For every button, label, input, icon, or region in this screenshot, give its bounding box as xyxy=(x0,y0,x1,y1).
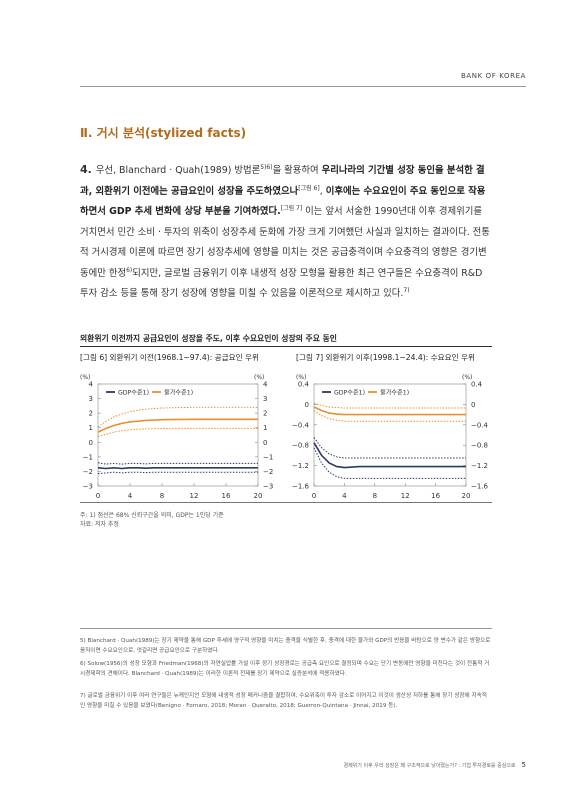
y-tick-label: 1 xyxy=(89,424,93,432)
y-tick-label: 0 xyxy=(263,439,267,447)
y-tick-label: 0.4 xyxy=(298,381,310,389)
y-unit-right: (%) xyxy=(254,374,264,381)
footnote-ref: 5)6) xyxy=(260,163,273,171)
confidence-upper-line xyxy=(97,406,258,428)
text-segment: , xyxy=(319,185,326,197)
text-segment: 되지만, 글로벌 금융위기 이후 내생적 성장 모형을 활용한 최근 연구들은 … xyxy=(80,267,483,300)
x-tick-label: 0 xyxy=(312,492,316,500)
y-tick-label: 3 xyxy=(89,395,93,403)
plot-frame xyxy=(313,383,467,487)
chart-figure-7: (%) (%)0.4 0.40 0−0.4 −0.4−0.8 −0.8−1.2 −1.2−1… xyxy=(292,374,489,500)
y-tick-label: 4 xyxy=(89,381,94,389)
footnote-6: 6) Solow(1956)의 성장 모형과 Friedman(1968)의 자… xyxy=(80,661,490,677)
y-tick-label: 2 xyxy=(89,410,93,418)
series-line xyxy=(313,442,466,469)
body-paragraph: 4. 우선, Blanchard · Quah(1989) 방법론5)6)을 활용… xyxy=(80,160,492,305)
y-tick-label: −0.4 xyxy=(292,421,310,429)
footer-text: 경제위기 이후 우리 성장은 왜 구조적으로 낮아졌는가? : 기업 투자경로를… xyxy=(343,763,516,769)
figure-ref: [그림 7] xyxy=(280,204,303,212)
y-unit-left: (%) xyxy=(80,374,90,381)
paragraph-number: 4. xyxy=(80,163,92,176)
page-footer: 경제위기 이후 우리 성장은 왜 구조적으로 낮아졌는가? : 기업 투자경로를… xyxy=(343,761,526,769)
y-tick-label: 1 xyxy=(263,424,267,432)
y-tick-label: 0 xyxy=(471,401,475,409)
legend-label: GDP수준1) xyxy=(334,390,365,397)
y-tick-label: 2 xyxy=(263,410,267,418)
series-line xyxy=(97,466,258,470)
header-rule xyxy=(80,86,526,87)
figure-rule-top xyxy=(80,346,492,347)
page-number: 5 xyxy=(521,761,526,769)
y-tick-label: −1.2 xyxy=(471,462,488,470)
y-tick-label: 0.4 xyxy=(471,381,483,389)
bold-segment: 우리나라의 기간별 성장 동인을 분석한 결과, 외환위기 이전에는 공급요인이… xyxy=(80,165,485,197)
y-tick-label: −0.8 xyxy=(471,442,488,450)
x-tick-label: 4 xyxy=(342,492,347,500)
y-tick-label: −0.4 xyxy=(471,421,489,429)
legend-label: 물가수준1) xyxy=(380,389,409,397)
x-tick-label: 12 xyxy=(190,492,199,500)
figure-source: 자료: 저자 추정 xyxy=(80,521,119,528)
confidence-lower-line xyxy=(97,427,258,437)
figure-title: 외환위기 이전까지 공급요인이 성장을 주도, 이후 수요요인이 성장의 주요 … xyxy=(80,334,337,343)
footnote-7: 7) 글로벌 금융위기 이후 여러 연구들은 뉴케인지언 모형에 내생적 성장 … xyxy=(80,693,487,709)
panel-title-7: [그림 7] 외환위기 이후(1998.1~24.4): 수요요인 우위 xyxy=(296,353,475,362)
y-tick-label: −1.6 xyxy=(292,483,310,491)
y-tick-label: −2 xyxy=(83,468,93,476)
x-tick-label: 16 xyxy=(431,492,440,500)
y-tick-label: −2 xyxy=(263,468,273,476)
x-tick-label: 8 xyxy=(160,492,164,500)
figure-note: 주: 1) 점선은 68% 신뢰구간을 의미, GDP는 1인당 기준 xyxy=(80,512,224,519)
y-unit-left: (%) xyxy=(296,374,306,381)
figure-rule-bottom xyxy=(80,502,492,503)
legend-label: GDP수준1) xyxy=(118,390,149,397)
confidence-upper-line xyxy=(97,462,258,465)
y-tick-label: −3 xyxy=(83,483,93,491)
y-unit-right: (%) xyxy=(462,374,472,381)
footnote-5: 5) Blanchard · Quah(1989)는 장기 제약을 통해 GDP… xyxy=(80,638,491,654)
figure-ref: [그림 6] xyxy=(298,184,320,192)
text-segment: 을 활용하여 xyxy=(272,165,322,176)
confidence-lower-line xyxy=(97,471,258,475)
y-tick-label: 4 xyxy=(263,381,268,389)
chart-figure-6: (%) (%)4 43 32 21 10 0−1 −1−2 −2−3 −30 4 8 12 16 20GDP… xyxy=(80,374,273,500)
text-segment: 우선, Blanchard · Quah(1989) 방법론 xyxy=(95,165,261,176)
confidence-upper-line xyxy=(313,437,466,459)
y-tick-label: −3 xyxy=(263,483,273,491)
x-tick-label: 20 xyxy=(462,492,471,500)
footnote-ref: 7) xyxy=(403,286,410,294)
legend-label: 물가수준1) xyxy=(164,389,193,397)
confidence-upper-line xyxy=(313,402,466,409)
y-tick-label: −1.2 xyxy=(292,462,309,470)
x-tick-label: 4 xyxy=(128,492,133,500)
x-tick-label: 8 xyxy=(373,492,377,500)
y-tick-label: −1 xyxy=(263,453,273,461)
y-tick-label: 3 xyxy=(263,395,267,403)
confidence-lower-line xyxy=(313,447,466,479)
y-tick-label: 0 xyxy=(89,439,93,447)
y-tick-label: −0.8 xyxy=(292,442,309,450)
series-line xyxy=(97,418,258,433)
x-tick-label: 16 xyxy=(222,492,231,500)
footnote-ref: 6) xyxy=(126,266,133,274)
x-tick-label: 0 xyxy=(96,492,100,500)
plot-frame xyxy=(97,383,259,487)
text-segment: 이는 앞서 서술한 1990년대 이후 경제위기를 거치면서 민간 소비 · 투… xyxy=(80,206,490,279)
footnote-rule xyxy=(80,628,492,629)
x-tick-label: 20 xyxy=(254,492,263,500)
y-tick-label: −1 xyxy=(83,453,93,461)
confidence-lower-line xyxy=(313,410,466,422)
panel-title-6: [그림 6] 외환위기 이전(1968.1~97.4): 공급요인 우위 xyxy=(80,353,259,362)
x-tick-label: 12 xyxy=(401,492,410,500)
section-title: Ⅱ. 거시 분석(stylized facts) xyxy=(80,126,247,140)
y-tick-label: −1.6 xyxy=(471,483,489,491)
series-line xyxy=(313,406,466,416)
y-tick-label: 0 xyxy=(305,401,309,409)
header-brand: BANK OF KOREA xyxy=(461,72,526,80)
bold-segment: 이후에는 수요요인이 주요 동인으로 작용하면서 GDP 추세 변화에 상당 부… xyxy=(80,185,486,218)
